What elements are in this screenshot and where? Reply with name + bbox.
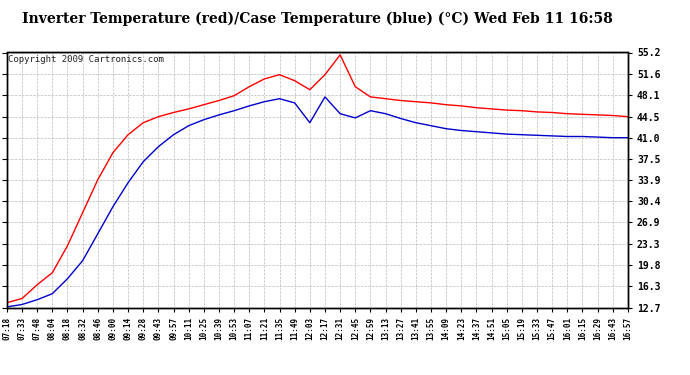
Text: Inverter Temperature (red)/Case Temperature (blue) (°C) Wed Feb 11 16:58: Inverter Temperature (red)/Case Temperat… (22, 11, 613, 26)
Text: Copyright 2009 Cartronics.com: Copyright 2009 Cartronics.com (8, 55, 164, 64)
